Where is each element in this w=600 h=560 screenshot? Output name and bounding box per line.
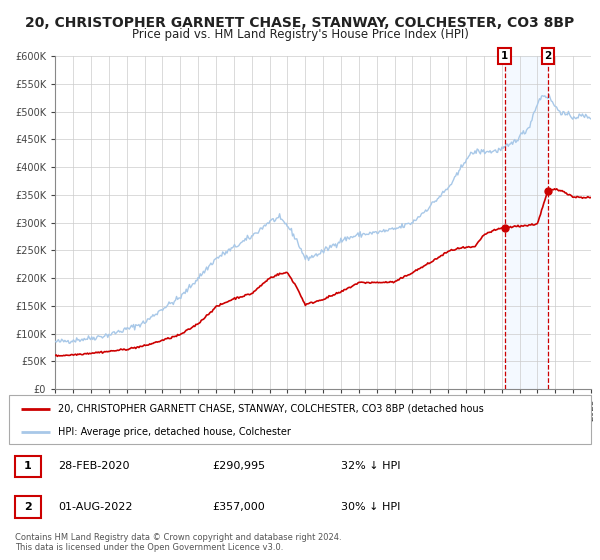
Bar <box>505 56 548 389</box>
Text: 32% ↓ HPI: 32% ↓ HPI <box>341 461 400 472</box>
FancyBboxPatch shape <box>15 456 41 477</box>
Text: This data is licensed under the Open Government Licence v3.0.: This data is licensed under the Open Gov… <box>15 543 283 552</box>
Text: 1: 1 <box>24 461 32 472</box>
Text: 2: 2 <box>24 502 32 512</box>
Text: £290,995: £290,995 <box>212 461 266 472</box>
Text: 20, CHRISTOPHER GARNETT CHASE, STANWAY, COLCHESTER, CO3 8BP: 20, CHRISTOPHER GARNETT CHASE, STANWAY, … <box>25 16 575 30</box>
FancyBboxPatch shape <box>15 496 41 518</box>
Text: 30% ↓ HPI: 30% ↓ HPI <box>341 502 400 512</box>
Text: Contains HM Land Registry data © Crown copyright and database right 2024.: Contains HM Land Registry data © Crown c… <box>15 533 341 542</box>
Text: 2: 2 <box>544 51 551 61</box>
FancyBboxPatch shape <box>9 395 591 444</box>
Text: £357,000: £357,000 <box>212 502 265 512</box>
Text: 1: 1 <box>501 51 508 61</box>
Text: 20, CHRISTOPHER GARNETT CHASE, STANWAY, COLCHESTER, CO3 8BP (detached hous: 20, CHRISTOPHER GARNETT CHASE, STANWAY, … <box>58 404 484 414</box>
Text: 01-AUG-2022: 01-AUG-2022 <box>58 502 133 512</box>
Text: Price paid vs. HM Land Registry's House Price Index (HPI): Price paid vs. HM Land Registry's House … <box>131 28 469 41</box>
Text: HPI: Average price, detached house, Colchester: HPI: Average price, detached house, Colc… <box>58 427 292 437</box>
Text: 28-FEB-2020: 28-FEB-2020 <box>58 461 130 472</box>
